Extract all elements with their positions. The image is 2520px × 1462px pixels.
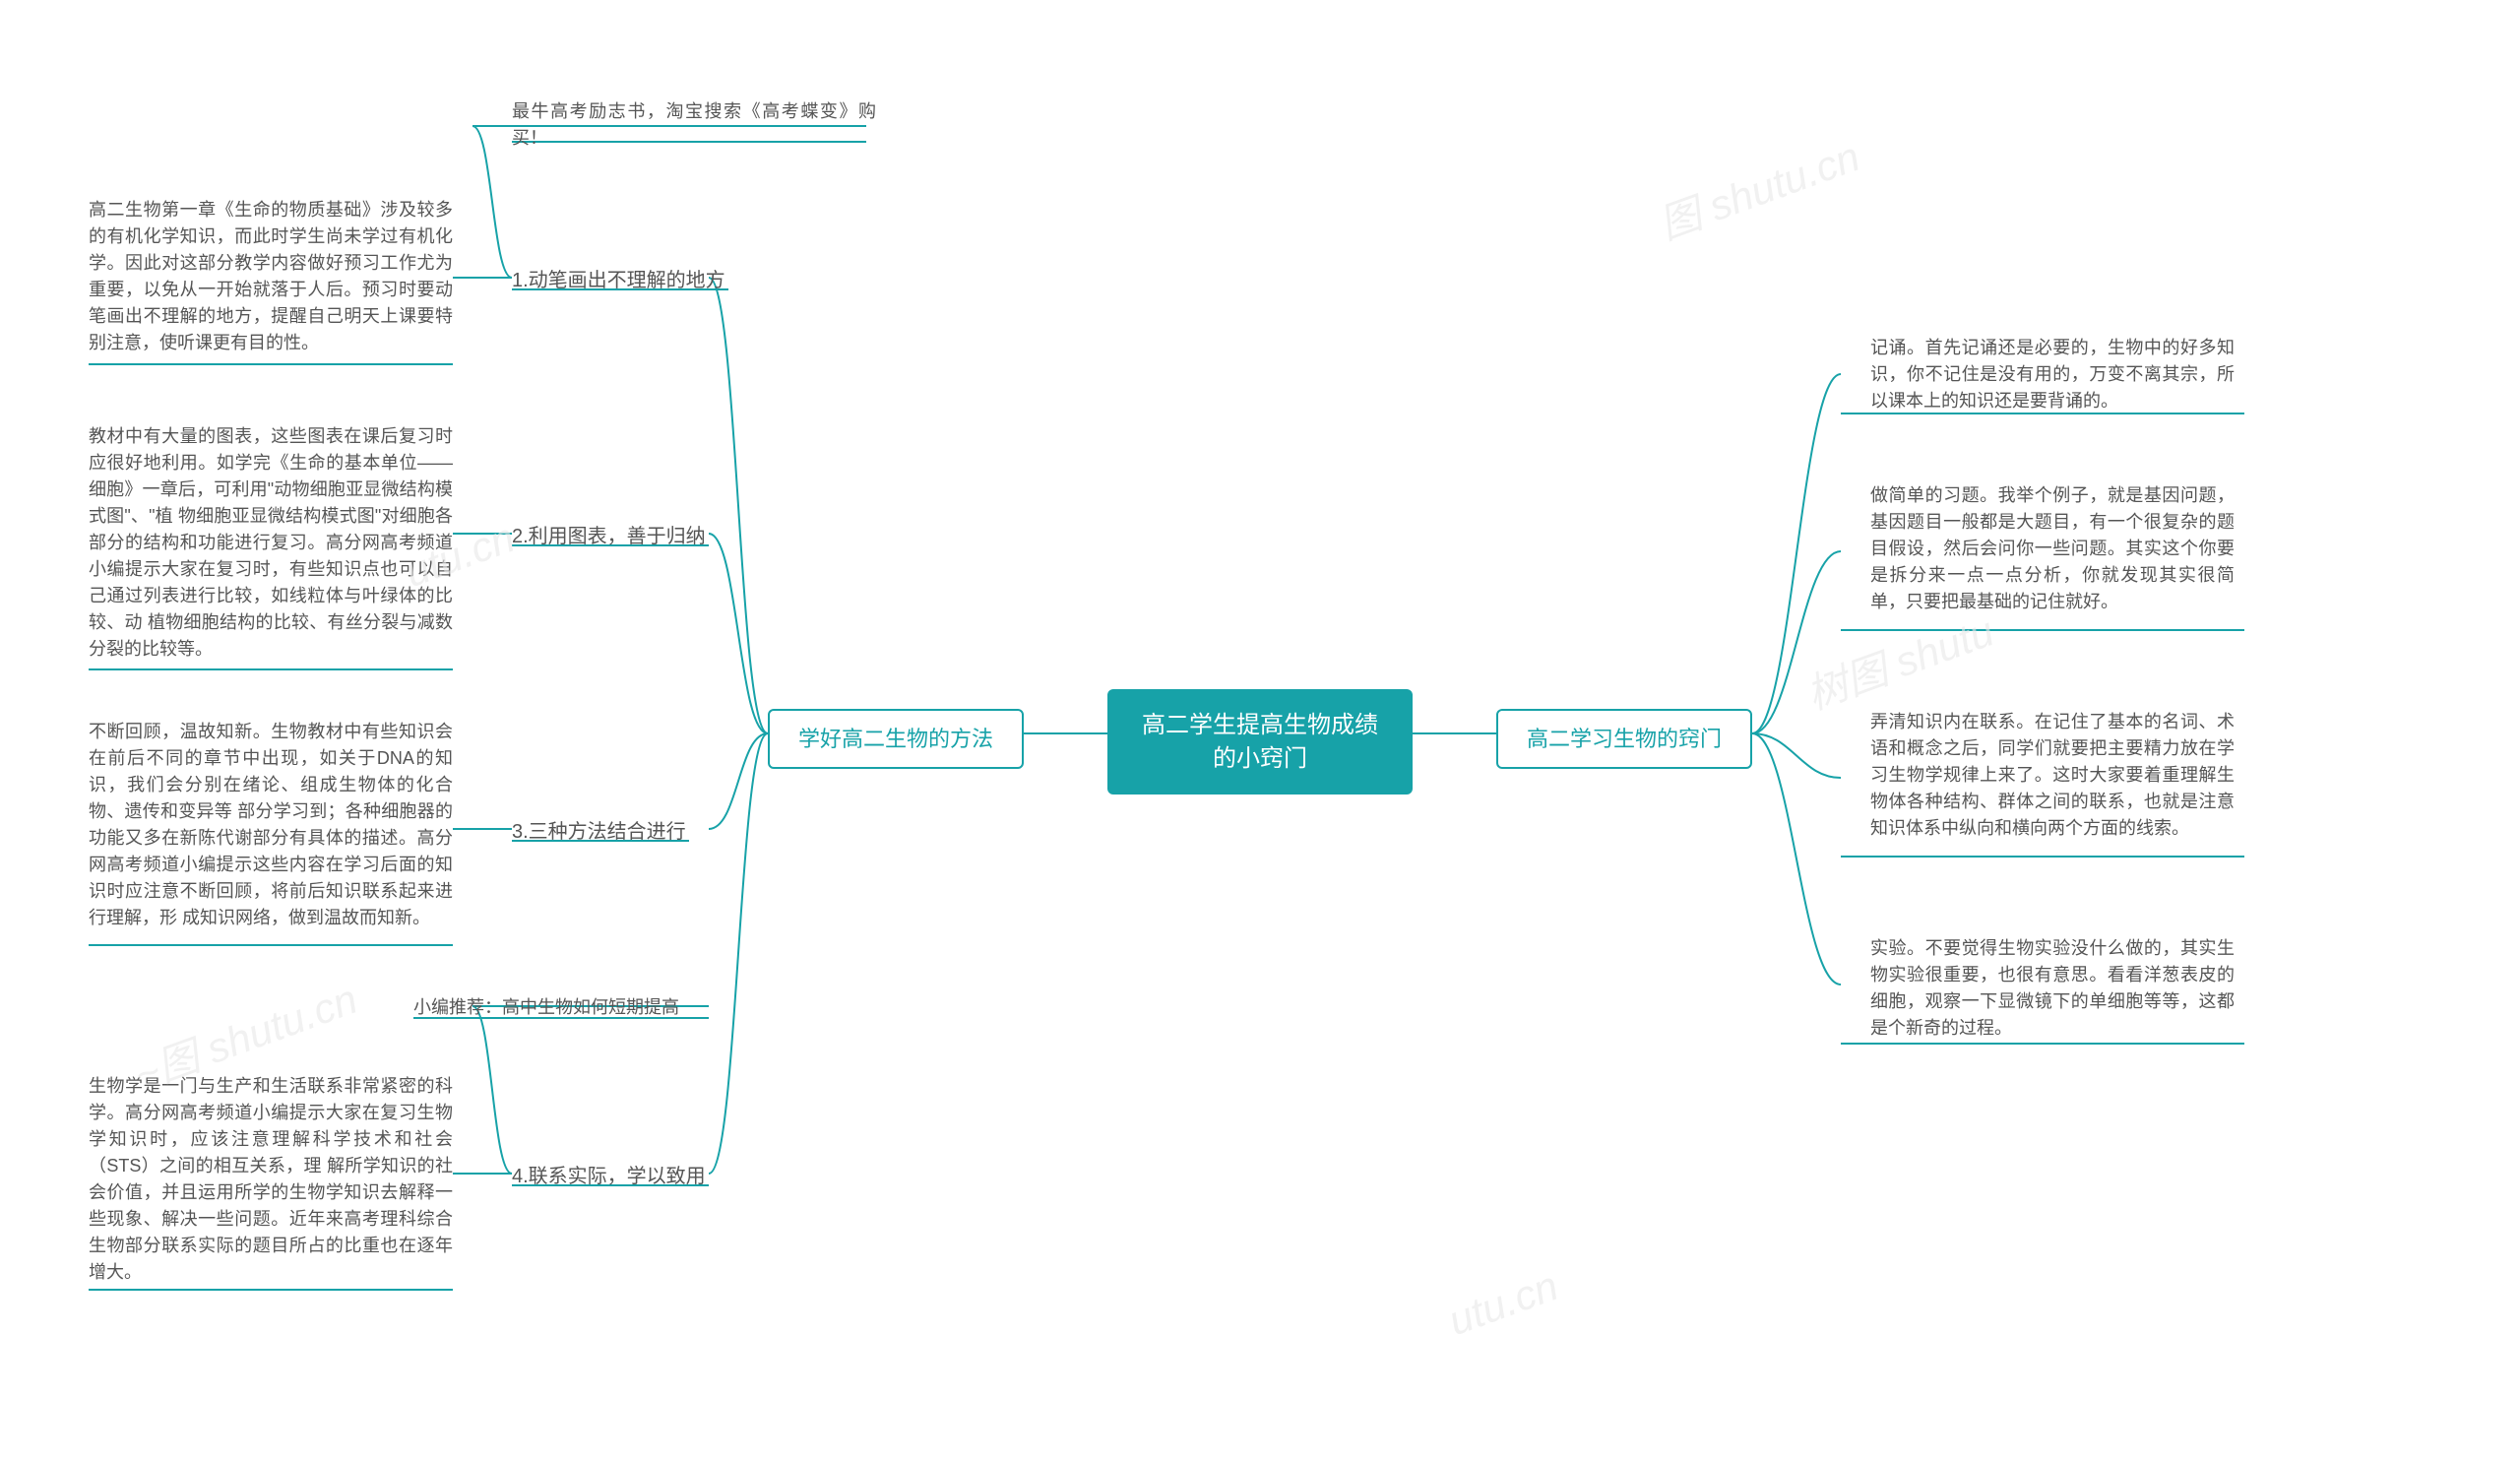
- left-leaf-1-title[interactable]: 1.动笔画出不理解的地方: [512, 266, 725, 295]
- left-leaf-1-detail-above: 最牛高考励志书，淘宝搜索《高考蝶变》购买！: [512, 98, 876, 152]
- left-leaf-2-detail: 教材中有大量的图表，这些图表在课后复习时应很好地利用。如学完《生命的基本单位——…: [89, 423, 453, 663]
- right-branch-node[interactable]: 高二学习生物的窍门: [1496, 709, 1752, 769]
- mindmap-container: 高二学生提高生物成绩的小窍门 学好高二生物的方法 1.动笔画出不理解的地方 最牛…: [0, 0, 2520, 1462]
- left-leaf-4-detail: 生物学是一门与生产和生活联系非常紧密的科学。高分网高考频道小编提示大家在复习生物…: [89, 1073, 453, 1286]
- watermark-5: utu.cn: [1442, 1262, 1564, 1345]
- right-leaf-2: 做简单的习题。我举个例子，就是基因问题，基因题目一般都是大题目，有一个很复杂的题…: [1870, 482, 2235, 615]
- right-leaf-4: 实验。不要觉得生物实验没什么做的，其实生物实验很重要，也很有意思。看看洋葱表皮的…: [1870, 935, 2235, 1042]
- left-leaf-1-detail: 高二生物第一章《生命的物质基础》涉及较多的有机化学知识，而此时学生尚未学过有机化…: [89, 197, 453, 356]
- left-branch-node[interactable]: 学好高二生物的方法: [768, 709, 1024, 769]
- left-leaf-3-detail: 不断回顾，温故知新。生物教材中有些知识会在前后不同的章节中出现，如关于DNA的知…: [89, 719, 453, 931]
- left-leaf-3-title[interactable]: 3.三种方法结合进行: [512, 817, 686, 847]
- root-node[interactable]: 高二学生提高生物成绩的小窍门: [1107, 689, 1413, 795]
- right-leaf-1: 记诵。首先记诵还是必要的，生物中的好多知识，你不记住是没有用的，万变不离其宗，所…: [1870, 335, 2235, 414]
- watermark-2: 图 shutu.cn: [1650, 124, 1867, 252]
- left-leaf-4-detail-above: 小编推荐：高中生物如何短期提高: [413, 994, 679, 1021]
- left-leaf-4-title[interactable]: 4.联系实际，学以致用: [512, 1162, 706, 1191]
- right-leaf-3: 弄清知识内在联系。在记住了基本的名词、术语和概念之后，同学们就要把主要精力放在学…: [1870, 709, 2235, 842]
- watermark-4: 树图 shutu: [1797, 599, 2001, 722]
- left-leaf-2-title[interactable]: 2.利用图表，善于归纳: [512, 522, 706, 551]
